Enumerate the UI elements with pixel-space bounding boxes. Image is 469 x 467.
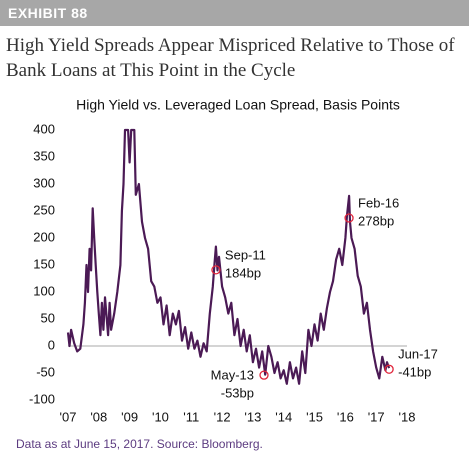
annotation-marker	[211, 265, 221, 275]
annotation-marker	[344, 213, 354, 223]
y-tick-label: -50	[36, 364, 55, 379]
x-tick-label: '13	[244, 409, 261, 424]
x-tick-label: '16	[337, 409, 354, 424]
x-tick-label: '09	[121, 409, 138, 424]
x-tick-label: '10	[152, 409, 169, 424]
annotation-text: Jun-17	[398, 347, 438, 362]
annotation-text: Sep-11	[225, 247, 266, 262]
y-tick-label: 100	[33, 283, 55, 298]
y-tick-label: 400	[33, 121, 55, 136]
annotation-marker	[259, 370, 269, 380]
x-tick-label: '11	[183, 409, 199, 424]
y-tick-label: 0	[48, 337, 55, 352]
x-tick-label: '14	[275, 409, 292, 424]
exhibit-bar: EXHIBIT 88	[0, 0, 469, 26]
page-title: High Yield Spreads Appear Mispriced Rela…	[6, 35, 455, 81]
y-tick-label: 250	[33, 202, 55, 217]
x-tick-label: '15	[306, 409, 323, 424]
exhibit-label: EXHIBIT 88	[8, 5, 88, 21]
x-tick-label: '12	[214, 409, 231, 424]
x-tick-label: '17	[368, 409, 385, 424]
x-tick-label: '07	[60, 409, 77, 424]
chart-title: High Yield vs. Leveraged Loan Spread, Ba…	[76, 97, 400, 113]
annotation-text: 278bp	[358, 213, 394, 228]
x-tick-label: '18	[399, 409, 416, 424]
y-tick-label: 300	[33, 175, 55, 190]
annotation-text: May-13	[211, 368, 254, 383]
annotation-marker	[384, 364, 394, 374]
annotation-text: -53bp	[221, 386, 254, 401]
y-tick-label: 200	[33, 229, 55, 244]
y-tick-label: 50	[41, 310, 55, 325]
y-tick-label: 150	[33, 256, 55, 271]
y-tick-label: -100	[29, 391, 55, 406]
source-note: Data as at June 15, 2017. Source: Bloomb…	[16, 437, 263, 451]
annotation-text: 184bp	[225, 265, 261, 280]
annotation-text: Feb-16	[358, 195, 399, 210]
series-line	[66, 128, 391, 385]
x-tick-label: '08	[90, 409, 107, 424]
annotation-text: -41bp	[398, 365, 431, 380]
y-tick-label: 350	[33, 148, 55, 163]
